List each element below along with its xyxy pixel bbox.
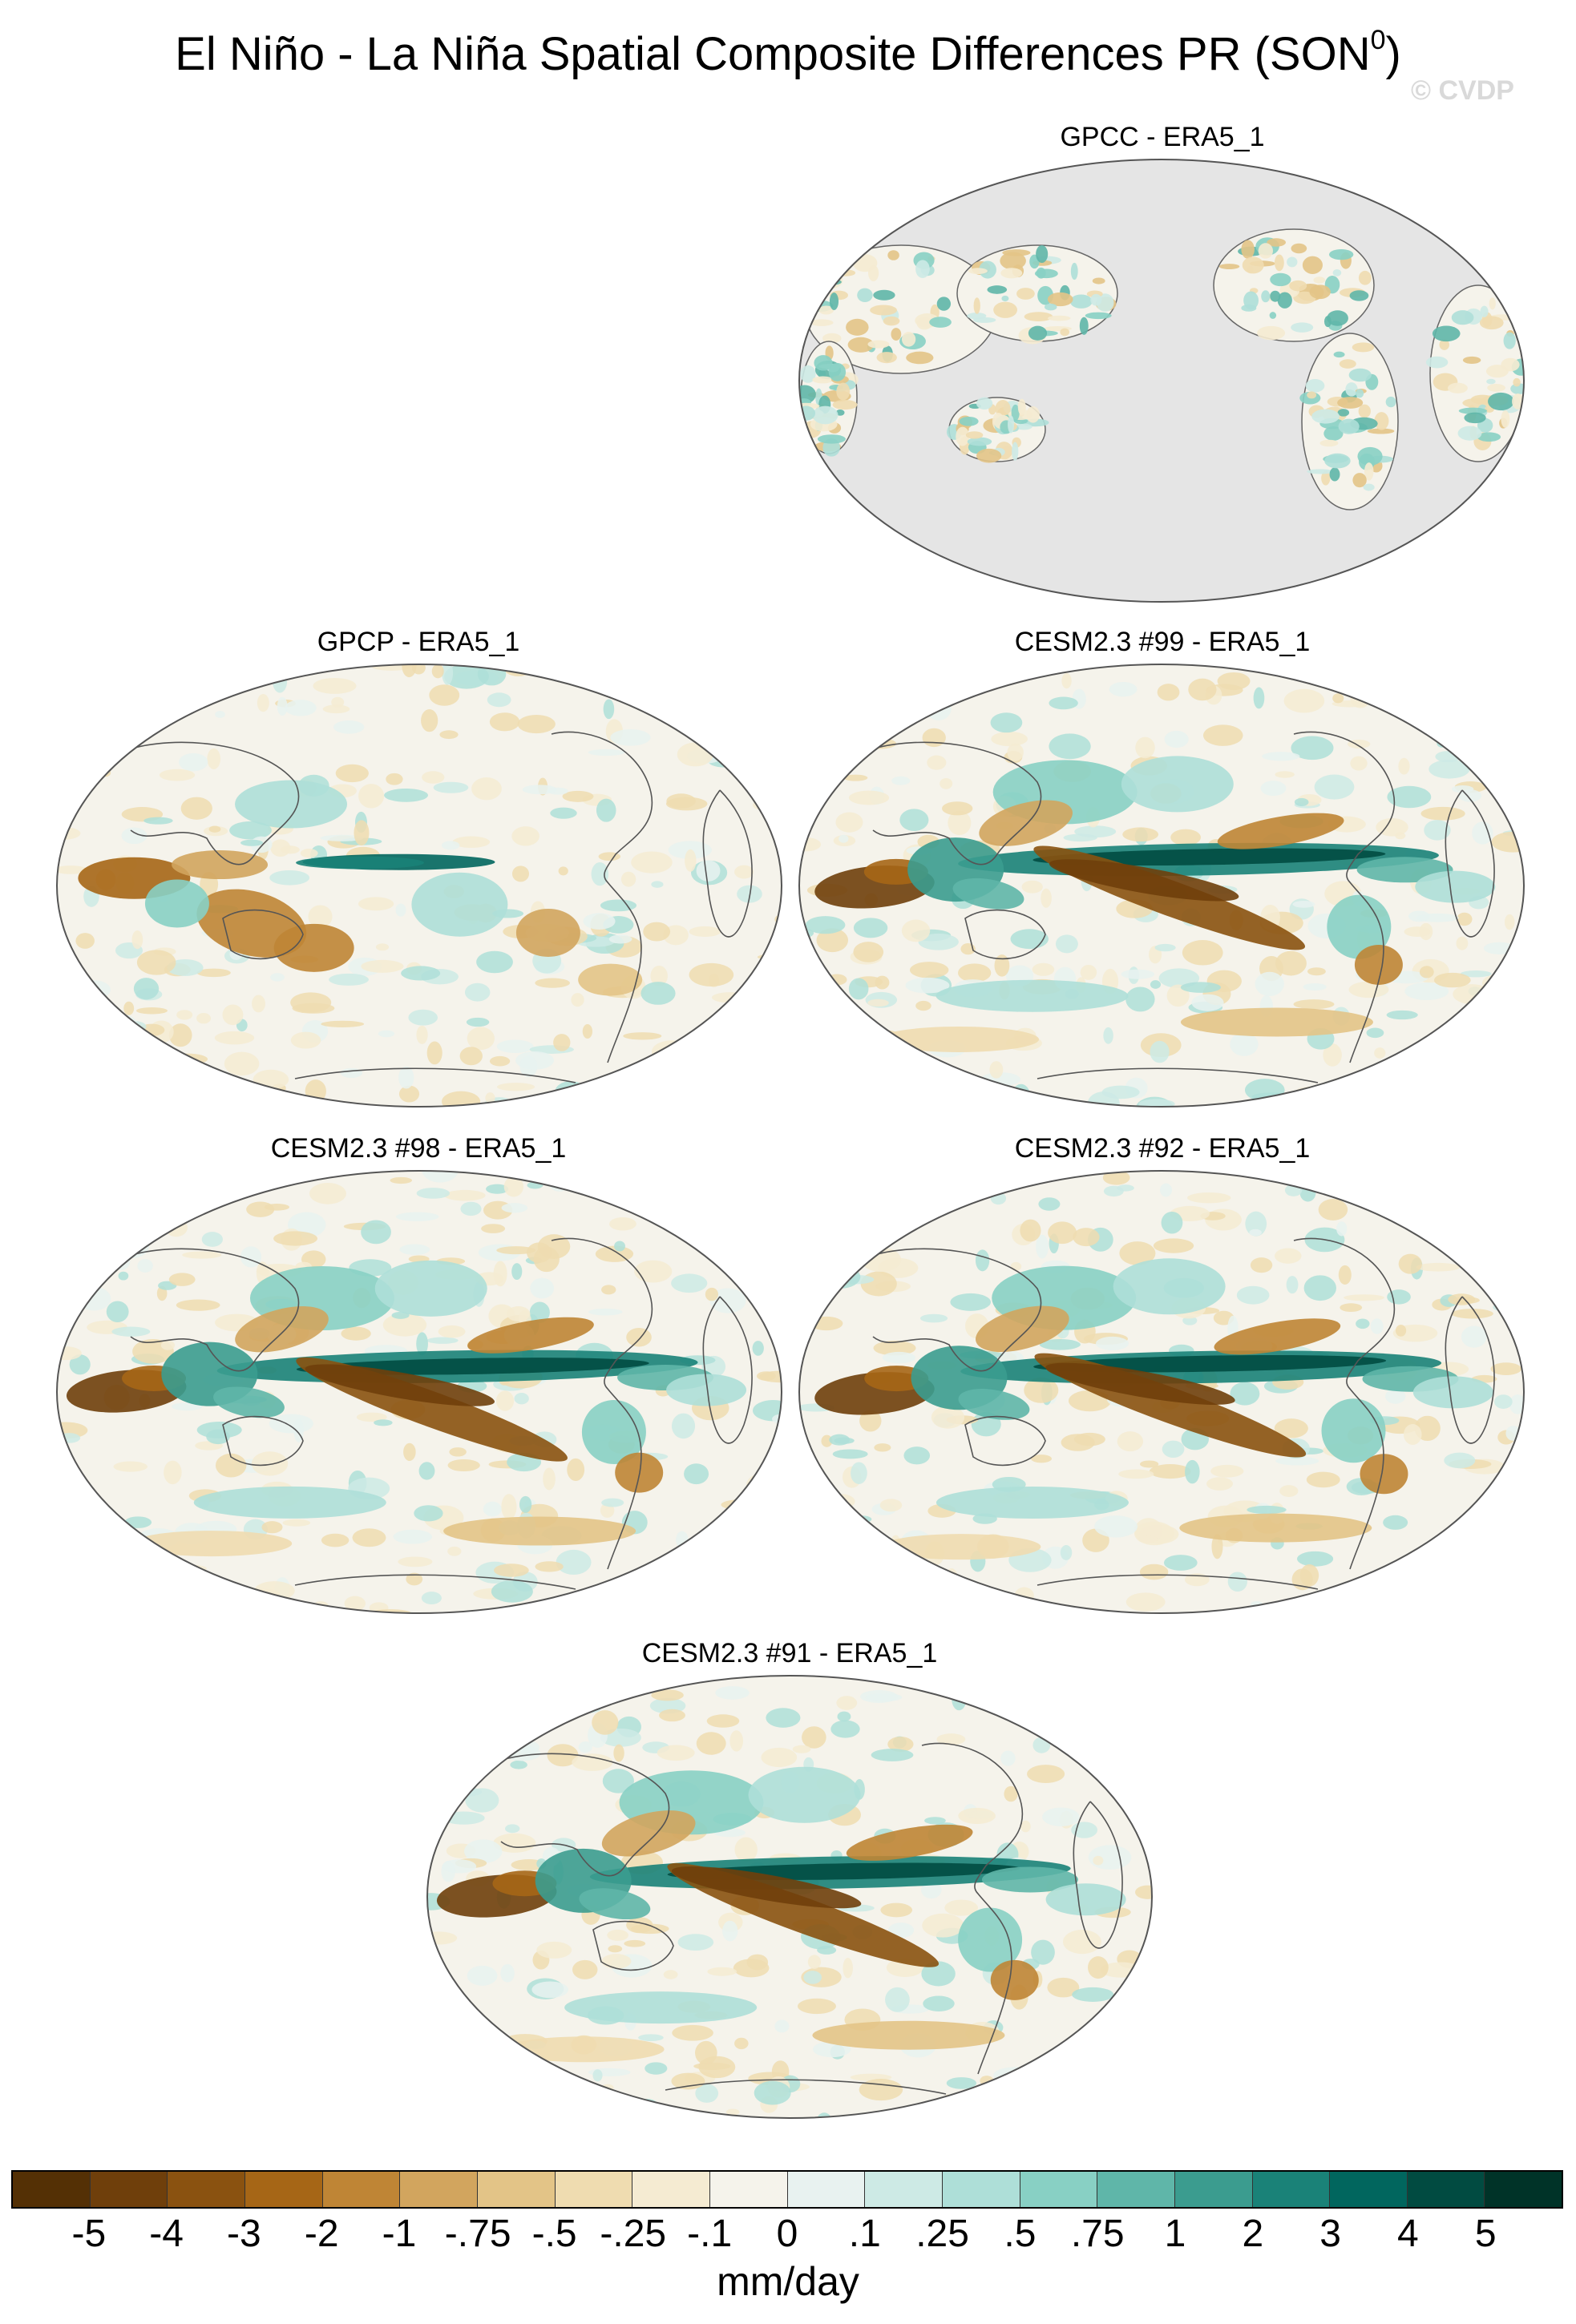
colorbar-tick-label: -3 xyxy=(227,2213,261,2255)
colorbar-tick-label: .5 xyxy=(1004,2213,1037,2255)
map-cesm92 xyxy=(798,1170,1525,1614)
panel-title-cesm92: CESM2.3 #92 - ERA5_1 xyxy=(1014,1133,1311,1164)
map-gpcc xyxy=(798,159,1525,603)
colorbar-swatch xyxy=(90,2172,168,2207)
map-gpcp xyxy=(56,664,782,1108)
precip-field xyxy=(427,1676,1152,2118)
coastlines xyxy=(496,1742,1123,2095)
figure-title: El Niño - La Niña Spatial Composite Diff… xyxy=(175,25,1401,80)
land-field xyxy=(799,228,1524,510)
colorbar-swatch xyxy=(1020,2172,1098,2207)
colorbar-tick-label: 0 xyxy=(776,2213,798,2255)
colorbar-tick-label: 1 xyxy=(1164,2213,1186,2255)
colorbar-tick-label: .75 xyxy=(1070,2213,1125,2255)
colorbar-swatch xyxy=(1097,2172,1175,2207)
colorbar-swatch xyxy=(1252,2172,1331,2207)
colorbar-swatch xyxy=(322,2172,401,2207)
colorbar-tick-label: -5 xyxy=(71,2213,107,2255)
colorbar-swatch xyxy=(13,2172,91,2207)
colorbar-swatch xyxy=(1485,2172,1562,2207)
colorbar-tick-label: 4 xyxy=(1397,2213,1419,2255)
panel-title-cesm91: CESM2.3 #91 - ERA5_1 xyxy=(641,1638,938,1668)
coastlines xyxy=(868,731,1495,1083)
colorbar-swatch xyxy=(555,2172,633,2207)
panel-title-gpcc: GPCC - ERA5_1 xyxy=(1060,122,1265,152)
precip-field xyxy=(799,1171,1524,1613)
panel-title-cesm99: CESM2.3 #99 - ERA5_1 xyxy=(1014,627,1311,657)
precip-field xyxy=(57,1171,782,1613)
colorbar-tick-label: -.5 xyxy=(531,2213,577,2255)
map-cesm98 xyxy=(56,1170,782,1614)
colorbar-swatch xyxy=(1330,2172,1408,2207)
colorbar-swatch xyxy=(477,2172,556,2207)
colorbar-tick-label: -4 xyxy=(149,2213,184,2255)
colorbar xyxy=(11,2170,1563,2209)
precip-field xyxy=(57,664,782,1107)
colorbar-tick-label: -.75 xyxy=(444,2213,511,2255)
cvdp-watermark: © CVDP xyxy=(1411,75,1514,106)
panel-title-cesm98: CESM2.3 #98 - ERA5_1 xyxy=(270,1133,567,1164)
colorbar-swatch xyxy=(787,2172,866,2207)
colorbar-tick-label: -1 xyxy=(382,2213,417,2255)
colorbar-swatch xyxy=(400,2172,478,2207)
colorbar-swatch xyxy=(1174,2172,1253,2207)
colorbar-swatch xyxy=(709,2172,788,2207)
colorbar-swatch xyxy=(632,2172,710,2207)
colorbar-tick-label: .25 xyxy=(915,2213,969,2255)
coastlines xyxy=(868,1237,1495,1590)
colorbar-tick-label: 2 xyxy=(1242,2213,1264,2255)
map-cesm99 xyxy=(798,664,1525,1108)
colorbar-swatch xyxy=(168,2172,245,2207)
colorbar-tick-label: .1 xyxy=(848,2213,881,2255)
map-cesm91 xyxy=(426,1675,1153,2119)
colorbar-swatch xyxy=(865,2172,943,2207)
coastlines xyxy=(126,1237,753,1590)
colorbar-tick-label: 3 xyxy=(1319,2213,1341,2255)
coastlines xyxy=(126,731,753,1083)
colorbar-units: mm/day xyxy=(717,2259,859,2304)
colorbar-tick-label: -.1 xyxy=(687,2213,733,2255)
colorbar-swatch xyxy=(244,2172,323,2207)
panel-title-gpcp: GPCP - ERA5_1 xyxy=(317,627,520,657)
colorbar-swatch xyxy=(942,2172,1020,2207)
colorbar-tick-label: -.25 xyxy=(600,2213,667,2255)
colorbar-tick-label: 5 xyxy=(1474,2213,1497,2255)
colorbar-swatch xyxy=(1407,2172,1485,2207)
colorbar-tick-label: -2 xyxy=(304,2213,339,2255)
